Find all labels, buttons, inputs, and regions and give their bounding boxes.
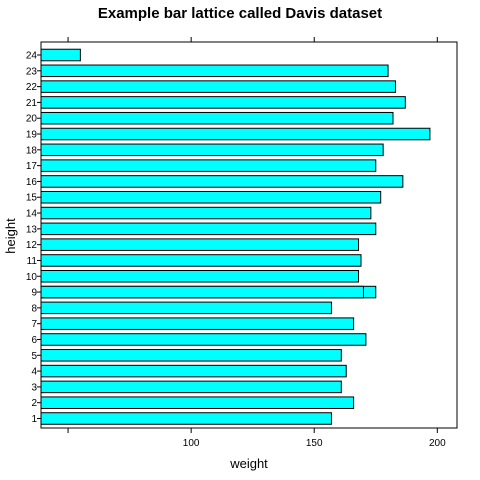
x-tick-label-150: 150 (306, 438, 323, 449)
y-tick-label-8: 8 (31, 303, 37, 314)
x-axis-label: weight (229, 456, 268, 471)
bar-8 (40, 301, 332, 315)
bar-15 (40, 190, 382, 204)
y-tick-label-16: 16 (26, 177, 38, 188)
bar-6 (40, 333, 367, 346)
y-tick-label-19: 19 (26, 130, 38, 141)
y-tick-label-24: 24 (26, 51, 38, 62)
x-tick-label-200: 200 (429, 438, 446, 449)
y-tick-label-10: 10 (26, 272, 38, 283)
bar-13 (40, 222, 377, 236)
y-tick-label-17: 17 (26, 161, 38, 172)
ticks-layer: 1234567891011121314151617181920212223241… (26, 37, 446, 449)
bar-overlay-9 (40, 285, 364, 299)
bar-3 (40, 380, 342, 394)
chart-title: Example bar lattice called Davis dataset (98, 5, 382, 22)
bar-19 (40, 127, 431, 141)
x-tick-label-100: 100 (183, 438, 200, 449)
bars-layer (40, 48, 431, 425)
y-tick-label-13: 13 (26, 224, 38, 235)
bar-24 (40, 48, 81, 62)
bar-5 (40, 349, 342, 362)
y-tick-label-11: 11 (27, 256, 38, 267)
bar-16 (40, 175, 404, 188)
bar-7 (40, 317, 355, 330)
y-tick-label-4: 4 (31, 367, 37, 378)
y-tick-label-7: 7 (31, 319, 37, 330)
y-tick-label-20: 20 (26, 114, 38, 125)
y-tick-label-5: 5 (31, 351, 37, 362)
y-tick-label-9: 9 (31, 288, 37, 299)
y-tick-label-3: 3 (31, 382, 37, 393)
y-tick-label-1: 1 (31, 414, 37, 425)
bar-10 (40, 269, 360, 283)
y-tick-label-23: 23 (26, 66, 38, 77)
y-tick-label-15: 15 (26, 193, 38, 204)
bar-4 (40, 364, 347, 378)
y-axis-label: height (3, 218, 18, 254)
y-tick-label-22: 22 (26, 82, 38, 93)
bar-2 (40, 396, 355, 409)
bar-21 (40, 96, 406, 109)
bar-11 (40, 254, 362, 267)
y-tick-label-14: 14 (26, 209, 38, 220)
bar-22 (40, 80, 396, 93)
y-tick-label-21: 21 (26, 98, 38, 109)
y-tick-label-18: 18 (26, 145, 38, 156)
y-tick-label-6: 6 (31, 335, 37, 346)
y-tick-label-2: 2 (31, 398, 37, 409)
bar-1 (40, 412, 332, 425)
bar-18 (40, 143, 384, 157)
bar-14 (40, 206, 372, 220)
bar-17 (40, 159, 377, 172)
bar-12 (40, 238, 360, 251)
y-tick-label-12: 12 (26, 240, 38, 251)
bar-20 (40, 111, 394, 125)
bar-23 (40, 64, 389, 78)
